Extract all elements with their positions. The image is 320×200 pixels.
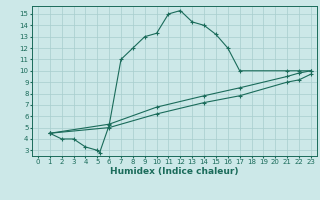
X-axis label: Humidex (Indice chaleur): Humidex (Indice chaleur)	[110, 167, 239, 176]
